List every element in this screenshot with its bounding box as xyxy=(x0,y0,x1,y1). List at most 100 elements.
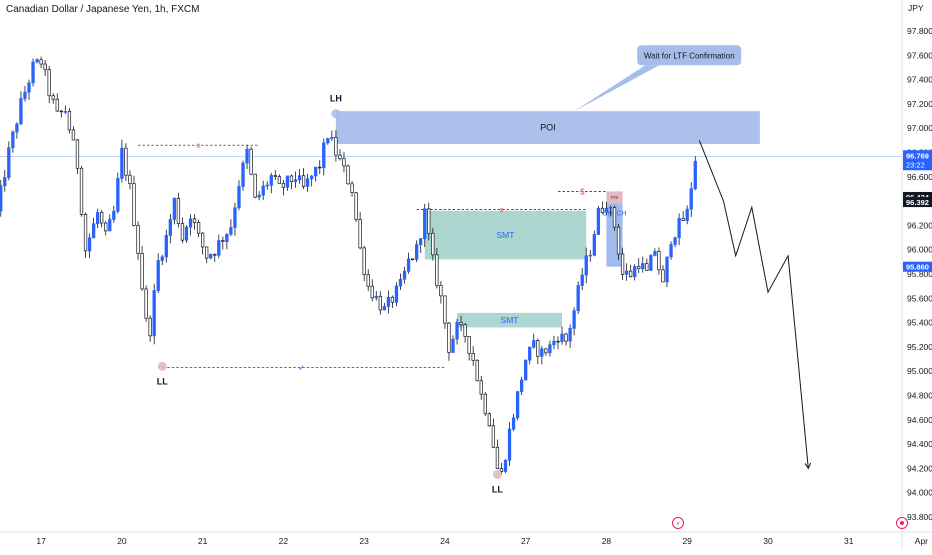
candle-body xyxy=(576,285,580,312)
candle xyxy=(629,264,633,278)
candle-body xyxy=(184,226,189,241)
levels: x ✓ x $ xyxy=(138,141,607,373)
candle-body xyxy=(209,253,213,259)
candle xyxy=(354,192,358,223)
candle xyxy=(548,340,552,357)
candle-body xyxy=(612,207,617,228)
candle xyxy=(47,65,51,104)
candle-body xyxy=(112,210,116,220)
candle xyxy=(443,295,447,329)
candle-body xyxy=(116,178,120,212)
candle xyxy=(366,269,370,292)
smt-high-line-mark: x xyxy=(499,206,503,215)
candle-body xyxy=(503,459,508,472)
candle xyxy=(152,283,156,345)
candle-body xyxy=(588,254,592,257)
candle-body xyxy=(277,176,282,184)
candle xyxy=(293,171,298,188)
candle-body xyxy=(245,148,249,164)
candle xyxy=(172,197,177,225)
candle-body xyxy=(11,131,15,149)
candle-body xyxy=(7,147,11,178)
candle xyxy=(657,247,661,275)
candle-body xyxy=(269,175,273,186)
candle-body xyxy=(475,359,479,382)
candle xyxy=(188,214,193,236)
candle xyxy=(415,240,419,263)
price-tick-label: 94.000 xyxy=(907,488,932,498)
candle xyxy=(87,233,92,259)
candle-body xyxy=(540,348,544,357)
candle xyxy=(289,174,294,190)
internal-high-line-mark: $ xyxy=(580,187,585,196)
swing-label: LL xyxy=(157,376,168,386)
candle-body xyxy=(249,148,253,175)
time-tick-label: 21 xyxy=(198,536,208,546)
candle xyxy=(176,192,181,228)
event-bolt-icon: ⚡ xyxy=(672,517,684,529)
candle xyxy=(0,179,3,217)
chart-title: Canadian Dollar / Japanese Yen, 1h, FXCM xyxy=(6,4,200,15)
candle-body xyxy=(3,177,7,187)
candle xyxy=(467,336,471,361)
candle-body xyxy=(572,310,576,329)
candle-body xyxy=(322,142,326,169)
smt-zone-upper-label: SMT xyxy=(497,230,515,240)
callout-box xyxy=(637,45,742,66)
candle xyxy=(459,315,463,332)
candle xyxy=(592,230,596,257)
time-tick-label: 22 xyxy=(279,536,289,546)
candle xyxy=(225,233,229,250)
candle xyxy=(491,418,496,449)
candle-body xyxy=(556,340,560,343)
candle-body xyxy=(471,353,475,361)
candle-body xyxy=(524,359,528,381)
candle-body xyxy=(390,296,395,303)
candle-body xyxy=(419,238,423,245)
candle xyxy=(253,173,257,199)
candle xyxy=(346,164,350,185)
candle xyxy=(200,232,205,255)
candle-body xyxy=(346,165,350,185)
candle-body xyxy=(342,158,346,167)
price-tick-label: 94.600 xyxy=(907,415,932,425)
candle-body xyxy=(91,223,96,239)
time-tick-label: 27 xyxy=(521,536,531,546)
candle xyxy=(633,264,637,281)
candle-body xyxy=(693,160,697,190)
candle xyxy=(637,258,641,274)
candle xyxy=(318,160,322,174)
candle-body xyxy=(673,237,677,245)
candle xyxy=(649,254,653,271)
candle xyxy=(584,247,588,284)
projection xyxy=(698,140,812,470)
candle-body xyxy=(487,413,491,427)
candle xyxy=(23,85,27,102)
candle-body xyxy=(172,198,177,220)
candle xyxy=(620,247,625,281)
candle xyxy=(310,175,314,187)
candle xyxy=(431,227,435,261)
candle xyxy=(281,179,286,196)
candle-body xyxy=(528,346,532,361)
candle xyxy=(398,273,403,291)
candle-body xyxy=(160,256,164,261)
candle-body xyxy=(689,188,693,210)
price-tick-label: 95.800 xyxy=(907,269,932,279)
candle xyxy=(394,282,399,307)
candle xyxy=(83,212,88,258)
candle xyxy=(532,333,536,349)
candle-body xyxy=(499,468,504,472)
candle-body xyxy=(479,380,483,395)
candle xyxy=(124,143,128,181)
candle xyxy=(100,209,104,228)
price-badge xyxy=(903,197,932,208)
candle-body xyxy=(532,340,536,348)
candle xyxy=(564,332,568,346)
candle-body xyxy=(386,296,391,307)
candle-body xyxy=(43,63,47,71)
candle xyxy=(7,141,11,181)
candle xyxy=(305,173,310,192)
candle xyxy=(277,174,282,184)
time-tick-label: 28 xyxy=(602,536,612,546)
